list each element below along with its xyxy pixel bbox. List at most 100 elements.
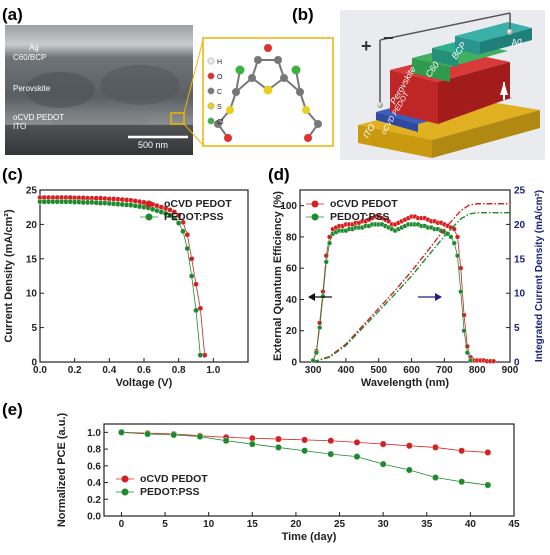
y-tick-label: 15 (26, 254, 38, 265)
y2-tick-label: 25 (514, 186, 526, 197)
y-tick-label: 25 (26, 186, 38, 197)
legend-marker (311, 200, 319, 208)
x-tick-label: 500 (370, 365, 387, 376)
data-point (248, 434, 256, 442)
y-tick-label: 20 (286, 326, 298, 337)
y2-axis-label: Integrated Current Density (mA/cm²) (534, 190, 545, 362)
y-tick-label: 0.2 (87, 495, 101, 506)
plot-frame (103, 423, 515, 517)
x-tick-label: 30 (378, 519, 390, 530)
data-point (379, 440, 387, 448)
data-point (405, 466, 413, 474)
data-point (326, 240, 333, 246)
sem-label-c60bcp: C60/BCP (13, 53, 46, 62)
legend-text-h: H (217, 59, 222, 66)
x-tick-label: 0.2 (68, 365, 82, 376)
data-point (317, 325, 323, 331)
data-point (448, 234, 454, 240)
layer-label-ag: Ag (509, 35, 523, 48)
legend-dot-cl (207, 117, 215, 125)
data-point (313, 350, 320, 356)
panel-label-e: (e) (2, 400, 23, 419)
data-point (464, 350, 470, 356)
data-point (180, 228, 186, 235)
sem-label-perovskite: Perovskite (13, 84, 51, 93)
legend-dot-c (207, 87, 215, 95)
plus-terminal: + (361, 36, 372, 56)
molecule-legend: H O C S Cl (207, 57, 224, 126)
legend-label: oCVD PEDOT (330, 198, 398, 210)
y-axis-label: Normalized PCE (a.u.) (56, 413, 68, 528)
data-point (196, 433, 204, 440)
x-tick-label: 600 (403, 365, 420, 376)
panel-label-b: (b) (292, 5, 314, 24)
y-tick-label: 20 (26, 220, 38, 231)
x-tick-label: 0.8 (172, 365, 186, 376)
data-point (171, 209, 178, 215)
data-point (193, 281, 199, 288)
data-point (188, 273, 195, 279)
panel-label-a: (a) (2, 5, 23, 24)
legend-marker (145, 213, 153, 221)
legend-dot-s (207, 102, 215, 110)
legend-text-o: O (217, 74, 223, 81)
series-line-0 (312, 216, 494, 362)
x-tick-label: 0 (119, 519, 125, 530)
zoom-box (170, 112, 185, 125)
data-point (188, 255, 195, 262)
panel-label-d: (d) (268, 165, 290, 184)
y-axis-label: Current Density (mA/cm²) (3, 209, 15, 343)
data-point (197, 352, 204, 358)
data-point (484, 449, 492, 456)
sem-label-ag: Ag (29, 43, 39, 52)
x-axis-label: Voltage (V) (116, 377, 173, 389)
legend-dot-o (207, 72, 215, 80)
data-point (327, 437, 335, 445)
y2-tick-label: 5 (514, 323, 520, 334)
data-point (353, 453, 361, 461)
data-point (458, 447, 466, 455)
data-point (323, 259, 329, 265)
arrow-right-head (435, 293, 442, 301)
data-point (118, 428, 125, 436)
x-tick-label: 800 (469, 365, 486, 376)
data-point (458, 478, 466, 486)
x-tick-label: 40 (465, 519, 477, 530)
sem-label-ito: ITO (13, 122, 26, 131)
y-tick-label: 10 (26, 289, 38, 300)
x-tick-label: 0.0 (33, 365, 47, 376)
legend-label: oCVD PEDOT (140, 473, 208, 485)
molecule-structure (214, 44, 322, 142)
scale-bar-label: 500 nm (138, 140, 168, 150)
data-point (171, 215, 178, 222)
data-point (353, 438, 361, 446)
y-tick-label: 1.0 (87, 428, 101, 439)
y-tick-label: 80 (286, 232, 298, 243)
arrow-left-head (308, 293, 315, 301)
data-point (432, 444, 439, 451)
y2-tick-label: 0 (514, 358, 520, 369)
data-point (222, 437, 230, 445)
data-point (170, 431, 178, 439)
x-tick-label: 1.0 (206, 365, 220, 376)
plot-frame (299, 189, 511, 363)
y-axis-label: External Quantum Efficiency (%) (272, 191, 284, 361)
data-point (167, 212, 173, 219)
data-point (327, 450, 335, 458)
data-point (248, 440, 256, 448)
data-point (301, 436, 309, 444)
data-point (385, 218, 392, 224)
x-tick-label: 900 (502, 365, 519, 376)
y-tick-label: 0.6 (87, 461, 101, 472)
x-tick-label: 700 (436, 365, 453, 376)
x-tick-label: 35 (421, 519, 433, 530)
integrated-line-1 (312, 212, 510, 363)
y-tick-label: 100 (280, 201, 297, 212)
legend-text-cl: Cl (217, 119, 224, 126)
data-point (454, 234, 461, 240)
data-point (432, 474, 439, 481)
x-tick-label: 5 (162, 519, 168, 530)
data-point (144, 430, 152, 438)
x-tick-label: 25 (334, 519, 346, 530)
